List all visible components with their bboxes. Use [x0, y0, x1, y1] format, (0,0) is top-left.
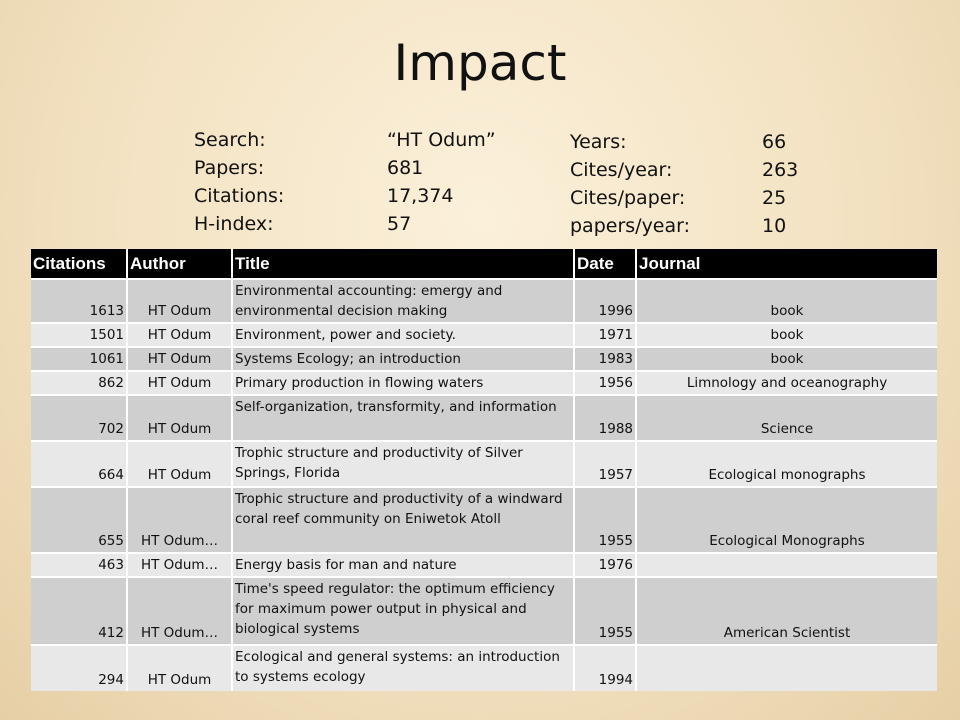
cell-date: 1955: [574, 486, 637, 553]
cell-journal: book: [636, 346, 937, 371]
cell-citations: 702: [31, 394, 128, 441]
cell-author: HT Odum: [127, 644, 233, 691]
cell-citations: 1501: [31, 322, 128, 347]
cell-title: Energy basis for man and nature: [232, 552, 575, 577]
cell-citations: 463: [31, 552, 128, 577]
table-row: 655 HT Odum… Trophic structure and produ…: [31, 486, 937, 553]
table-row: 664 HT Odum Trophic structure and produc…: [31, 440, 937, 487]
stat-label: Search:: [194, 129, 266, 151]
table-row: 862 HT Odum Primary production in flowin…: [31, 370, 937, 395]
cell-author: HT Odum: [127, 440, 233, 487]
cell-journal: Ecological monographs: [636, 440, 937, 487]
cell-journal: Ecological Monographs: [636, 486, 937, 553]
stat-value: 25: [762, 187, 787, 209]
cell-date: 1956: [574, 370, 637, 395]
stat-label: Citations:: [194, 185, 285, 207]
cell-date: 1988: [574, 394, 637, 441]
column-header-citations: Citations: [31, 249, 128, 279]
cell-citations: 664: [31, 440, 128, 487]
cell-citations: 655: [31, 486, 128, 553]
stat-value: 17,374: [387, 185, 454, 207]
cell-journal: Limnology and oceanography: [636, 370, 937, 395]
table-row: 702 HT Odum Self-organization, transform…: [31, 394, 937, 441]
cell-journal: [636, 644, 937, 691]
cell-title: Environmental accounting: emergy and env…: [232, 278, 575, 323]
stat-label: Years:: [570, 131, 627, 153]
cell-journal: book: [636, 322, 937, 347]
table-row: 1061 HT Odum Systems Ecology; an introdu…: [31, 346, 937, 371]
cell-journal: [636, 552, 937, 577]
cell-title: Time's speed regulator: the optimum effi…: [232, 576, 575, 645]
cell-author: HT Odum: [127, 346, 233, 371]
cell-citations: 294: [31, 644, 128, 691]
cell-journal: Science: [636, 394, 937, 441]
cell-title: Trophic structure and productivity of Si…: [232, 440, 575, 487]
cell-citations: 862: [31, 370, 128, 395]
stat-value: 10: [762, 215, 787, 237]
cell-title: Ecological and general systems: an intro…: [232, 644, 575, 691]
cell-citations: 1613: [31, 278, 128, 323]
column-header-author: Author: [127, 249, 233, 279]
cell-citations: 1061: [31, 346, 128, 371]
cell-title: Trophic structure and productivity of a …: [232, 486, 575, 553]
table-row: 412 HT Odum… Time's speed regulator: the…: [31, 576, 937, 645]
stat-value: 263: [762, 159, 799, 181]
column-header-date: Date: [574, 249, 637, 279]
cell-date: 1983: [574, 346, 637, 371]
cell-journal: book: [636, 278, 937, 323]
cell-citations: 412: [31, 576, 128, 645]
cell-title: Systems Ecology; an introduction: [232, 346, 575, 371]
table-header-row: Citations Author Title Date Journal: [31, 249, 937, 279]
cell-date: 1994: [574, 644, 637, 691]
column-header-title: Title: [232, 249, 575, 279]
stat-value: “HT Odum”: [387, 129, 496, 151]
cell-author: HT Odum: [127, 370, 233, 395]
cell-author: HT Odum…: [127, 486, 233, 553]
cell-author: HT Odum: [127, 322, 233, 347]
stat-value: 681: [387, 157, 424, 179]
citations-table: Citations Author Title Date Journal 1613…: [31, 249, 937, 691]
cell-title: Environment, power and society.: [232, 322, 575, 347]
cell-date: 1971: [574, 322, 637, 347]
cell-date: 1955: [574, 576, 637, 645]
cell-author: HT Odum: [127, 394, 233, 441]
cell-author: HT Odum: [127, 278, 233, 323]
cell-title: Self-organization, transformity, and inf…: [232, 394, 575, 441]
slide-title: Impact: [393, 34, 567, 92]
stat-label: Cites/year:: [570, 159, 673, 181]
cell-date: 1996: [574, 278, 637, 323]
table-row: 294 HT Odum Ecological and general syste…: [31, 644, 937, 691]
table-row: 1613 HT Odum Environmental accounting: e…: [31, 278, 937, 323]
cell-journal: American Scientist: [636, 576, 937, 645]
cell-title: Primary production in flowing waters: [232, 370, 575, 395]
cell-author: HT Odum…: [127, 576, 233, 645]
stat-value: 66: [762, 131, 787, 153]
stat-label: papers/year:: [570, 215, 691, 237]
cell-date: 1976: [574, 552, 637, 577]
stat-value: 57: [387, 213, 412, 235]
table-row: 1501 HT Odum Environment, power and soci…: [31, 322, 937, 347]
stat-label: Papers:: [194, 157, 265, 179]
cell-date: 1957: [574, 440, 637, 487]
cell-author: HT Odum…: [127, 552, 233, 577]
stat-label: H-index:: [194, 213, 274, 235]
column-header-journal: Journal: [636, 249, 937, 279]
table-row: 463 HT Odum… Energy basis for man and na…: [31, 552, 937, 577]
stat-label: Cites/paper:: [570, 187, 686, 209]
